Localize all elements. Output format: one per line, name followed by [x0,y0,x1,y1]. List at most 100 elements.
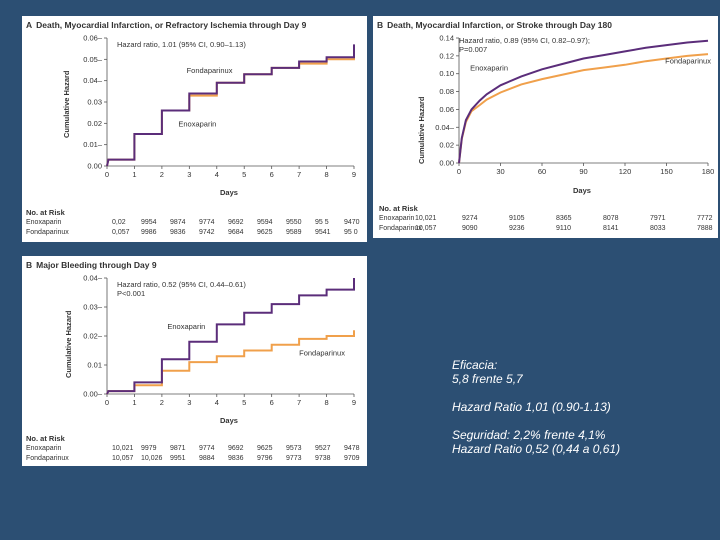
risk-value: 9478 [344,445,360,452]
risk-value: 9274 [462,215,478,222]
risk-value: 9625 [257,229,273,236]
x-tick-label: 120 [619,167,632,176]
x-tick-label: 0 [457,167,461,176]
summary-efficacy-values: 5,8 frente 5,7 [452,372,523,386]
decorative-dots: ▪▪▪ [640,6,667,31]
x-tick-label: 0 [105,170,109,179]
risk-label: Fondaparinux [379,225,422,232]
summary-text: Eficacia: 5,8 frente 5,7 Hazard Ratio 1,… [452,358,620,456]
risk-value: 9709 [344,455,360,462]
panel-a-chart: 0.00 0.01– 0.02 0.03 0.04– 0.05– 0.06– 0 1 2 3 4 5 6 7… [83,34,356,180]
x-tick-label: 7 [297,170,301,179]
panel-b-risk-title: No. at Risk [379,204,418,213]
series-label-enoxaparin: Enoxaparin [178,120,216,129]
risk-value: 10,021 [112,445,134,452]
risk-value: 9594 [257,219,273,226]
risk-value: 7888 [697,225,713,232]
y-tick-label: 0.12 [439,51,454,60]
risk-value: 9470 [344,219,360,226]
panel-a-tag: A [26,20,33,30]
risk-value: 10,057 [112,455,134,462]
summary-safety-hr: Hazard Ratio 0,52 (0,44 a 0,61) [452,442,621,456]
x-tick-label: 60 [538,167,546,176]
risk-value: 10,026 [141,455,163,462]
panel-b-tag: B [377,20,384,30]
risk-value: 9573 [286,445,302,452]
series-label-enoxaparin: Enoxaparin [167,322,205,331]
y-tick-label: 0.08 [439,87,454,96]
series-line-enoxaparin [106,44,355,167]
risk-label: Fondaparinux [26,455,69,462]
panel-bleeding-chart: 0.00– 0.01 0.02– 0.03– 0.04– 0 1 2 3 4 5 6 7 8 9 Fondap… [83,274,356,408]
y-tick-label: 0.00 [439,159,454,168]
series-label-enoxaparin: Enoxaparin [470,64,508,73]
y-tick-label: 0.04– [83,76,103,85]
y-tick-label: 0.01 [87,361,102,370]
series-line-enoxaparin [106,278,355,395]
risk-label: Fondaparinux [26,229,69,236]
panel-a-annotation: Hazard ratio, 1.01 (95% CI, 0.90–1.13) [117,40,246,49]
risk-value: 9773 [286,455,302,462]
risk-value: 9874 [170,219,186,226]
y-tick-label: 0.10 [439,69,454,78]
panel-b: B Death, Myocardial Infarction, or Stroke… [373,16,718,238]
risk-value: 9527 [315,445,331,452]
y-tick-label: 0.06– [83,34,103,43]
y-tick-label: 0.04– [83,274,103,283]
x-tick-label: 1 [132,170,136,179]
y-tick-label: 0.02 [439,141,454,150]
risk-value: 10,057 [415,225,437,232]
y-tick-label: 0.05– [83,55,103,64]
x-tick-label: 4 [215,398,219,407]
series-line-fondaparinux [106,330,355,395]
x-tick-label: 180 [702,167,715,176]
x-tick-label: 1 [132,398,136,407]
risk-value: 9589 [286,229,302,236]
x-tick-label: 90 [579,167,587,176]
x-tick-label: 8 [324,170,328,179]
x-tick-label: 6 [270,398,274,407]
summary-safety-label: Seguridad: 2,2% frente 4,1% [452,428,606,442]
y-tick-label: 0.04– [435,123,455,132]
y-tick-label: 0.02 [87,119,102,128]
x-tick-label: 30 [496,167,504,176]
risk-value: 9836 [170,229,186,236]
risk-value: 9692 [228,445,244,452]
risk-value: 9110 [556,225,572,232]
risk-value: 8033 [650,225,666,232]
panel-bleeding-risk-title: No. at Risk [26,434,65,443]
y-tick-label: 0.00 [87,162,102,171]
y-tick-label: 0.03 [87,98,102,107]
series-label-fondaparinux: Fondaparinux [187,66,233,75]
panel-bleeding-tag: B [26,260,33,270]
risk-value: 9738 [315,455,331,462]
x-tick-label: 6 [270,170,274,179]
risk-value: 9884 [199,455,215,462]
risk-value: 8365 [556,215,572,222]
risk-value: 8078 [603,215,619,222]
risk-value: 9742 [199,229,215,236]
summary-efficacy-label: Eficacia: [452,358,498,372]
risk-value: 9684 [228,229,244,236]
risk-value: 95 0 [344,229,358,236]
risk-value: 7772 [697,215,713,222]
risk-value: 9692 [228,219,244,226]
risk-value: 95 5 [315,219,329,226]
risk-value: 9954 [141,219,157,226]
panel-b-chart: 0.00 0.02 0.04– 0.06 0.08 0.10 0.12 0.14 0 30 60 90… [435,34,715,177]
x-tick-label: 5 [242,398,246,407]
panel-a-risk-title: No. at Risk [26,208,65,217]
risk-value: 0,057 [112,229,130,236]
risk-value: 9836 [228,455,244,462]
x-tick-label: 5 [242,170,246,179]
x-tick-label: 8 [324,398,328,407]
series-line-fondaparinux [106,46,355,167]
risk-value: 9796 [257,455,273,462]
risk-value: 0,02 [112,219,126,226]
risk-label: Enoxaparin [379,215,415,222]
y-tick-label: 0.03– [83,303,103,312]
risk-value: 9625 [257,445,273,452]
x-tick-label: 2 [160,170,164,179]
series-label-fondaparinux: Fondaparinux [665,56,711,65]
y-tick-label: 0.02– [83,332,103,341]
